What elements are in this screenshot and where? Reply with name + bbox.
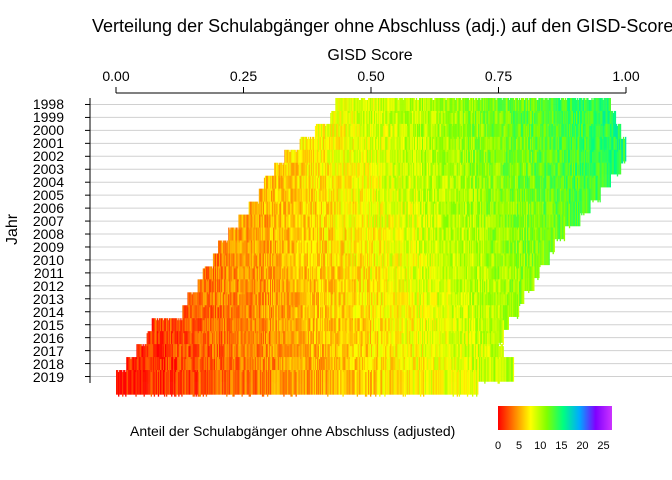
- y-tick-label: 2006: [32, 200, 64, 217]
- heatmap-row-2005: [258, 188, 591, 216]
- y-tick-label: 2004: [32, 174, 64, 191]
- x-tick-label: 0.75: [484, 68, 513, 84]
- legend-tick-label: 25: [597, 440, 610, 452]
- y-tick-label: 2001: [32, 135, 64, 152]
- heatmap-row-2010: [212, 253, 540, 281]
- y-tick-label: 2000: [32, 122, 64, 139]
- x-axis-label: GISD Score: [327, 47, 413, 64]
- y-tick-label: 2019: [32, 368, 64, 385]
- legend-tick-label: 20: [576, 440, 589, 452]
- y-tick-label: 2013: [32, 290, 64, 307]
- heatmap-row-2019: [116, 370, 479, 397]
- x-tick-label: 0.00: [102, 68, 130, 84]
- y-tick-label: 2014: [32, 303, 64, 320]
- legend-gradient: [498, 406, 612, 430]
- heatmap-row-2015: [151, 318, 504, 345]
- x-tick-label: 1.00: [612, 68, 640, 84]
- y-tick-label: 2011: [33, 264, 64, 281]
- y-tick-label: 2018: [32, 355, 64, 372]
- legend-title: Anteil der Schulabgänger ohne Abschluss …: [130, 423, 456, 439]
- y-tick-label: 2017: [32, 342, 64, 359]
- legend-tick-label: 0: [494, 440, 502, 452]
- legend-tick-label: 15: [555, 440, 568, 452]
- y-tick-label: 2012: [32, 277, 64, 294]
- y-tick-label: 2010: [32, 251, 64, 268]
- legend-tick-label: 10: [534, 440, 547, 452]
- heatmap-row-1999: [330, 110, 617, 138]
- chart-title: Verteilung der Schulabgänger ohne Abschl…: [92, 16, 672, 36]
- y-tick-label: 2002: [32, 148, 64, 165]
- x-tick-label: 0.25: [229, 68, 258, 84]
- y-tick-label: 2016: [32, 329, 64, 346]
- x-tick-label: 0.50: [357, 68, 385, 84]
- y-tick-label: 2003: [32, 161, 64, 178]
- legend-colorbar: [498, 406, 612, 430]
- y-tick-label: 2005: [32, 187, 64, 204]
- y-tick-label: 2008: [32, 226, 64, 243]
- y-tick-label: 2009: [32, 238, 64, 255]
- y-tick-label: 1999: [32, 109, 64, 126]
- y-tick-label: 1998: [32, 96, 64, 113]
- legend-tick-label: 5: [516, 440, 523, 452]
- heatmap-row-2016: [146, 331, 499, 358]
- y-tick-label: 2007: [32, 213, 64, 230]
- heatmap-row-2014: [182, 305, 509, 332]
- y-tick-label: 2015: [32, 316, 64, 333]
